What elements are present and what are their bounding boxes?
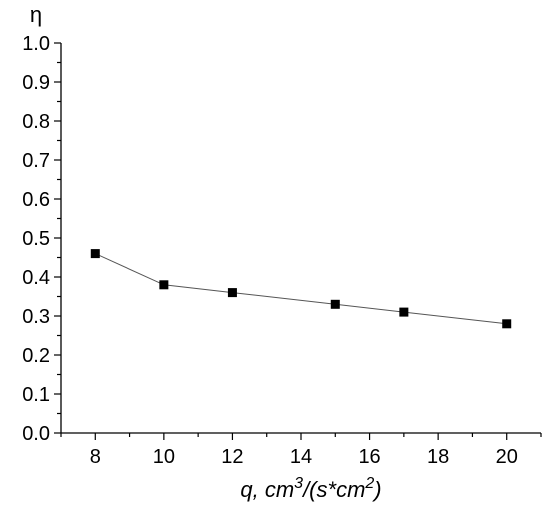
data-point bbox=[399, 307, 409, 317]
data-point bbox=[330, 299, 340, 309]
series-line bbox=[95, 253, 507, 325]
y-tick-label: 0.0 bbox=[22, 423, 50, 445]
y-ticks: 0.0 0.1 0.2 0.3 0.4 0.5 0.6 0.7 0.8 0.9 1.0 bbox=[22, 33, 61, 445]
y-tick-label: 0.9 bbox=[22, 72, 50, 94]
data-point bbox=[502, 319, 512, 329]
axes bbox=[60, 43, 541, 434]
x-axis-title: q, cm3/(s*cm2) bbox=[240, 475, 381, 502]
x-tick-label: 20 bbox=[496, 446, 518, 468]
y-tick-label: 0.7 bbox=[22, 150, 50, 172]
data-point bbox=[90, 249, 100, 259]
y-tick-label: 0.4 bbox=[22, 267, 50, 289]
x-tick-label: 12 bbox=[221, 446, 243, 468]
y-tick-label: 0.6 bbox=[22, 189, 50, 211]
x-tick-label: 18 bbox=[427, 446, 449, 468]
x-ticks: 8 10 12 14 16 18 20 bbox=[60, 433, 542, 468]
x-title-mid: /(s*cm bbox=[301, 477, 365, 502]
y-tick-label: 0.5 bbox=[22, 228, 50, 250]
x-tick-label: 10 bbox=[153, 446, 175, 468]
x-title-base: q, cm bbox=[240, 477, 294, 502]
y-tick-label: 0.2 bbox=[22, 345, 50, 367]
x-title-sup2: 2 bbox=[364, 475, 374, 492]
series-layer bbox=[90, 249, 512, 329]
x-tick-label: 16 bbox=[358, 446, 380, 468]
x-title-end: ) bbox=[371, 477, 381, 502]
y-tick-label: 1.0 bbox=[22, 33, 50, 55]
x-tick-label: 14 bbox=[290, 446, 312, 468]
x-tick-label: 8 bbox=[90, 446, 101, 468]
y-tick-label: 0.3 bbox=[22, 306, 50, 328]
y-axis-title: η bbox=[30, 2, 42, 27]
data-point bbox=[227, 288, 237, 298]
y-tick-label: 0.8 bbox=[22, 111, 50, 133]
data-point bbox=[159, 280, 169, 290]
x-title-sup1: 3 bbox=[294, 475, 303, 492]
y-tick-label: 0.1 bbox=[22, 384, 50, 406]
